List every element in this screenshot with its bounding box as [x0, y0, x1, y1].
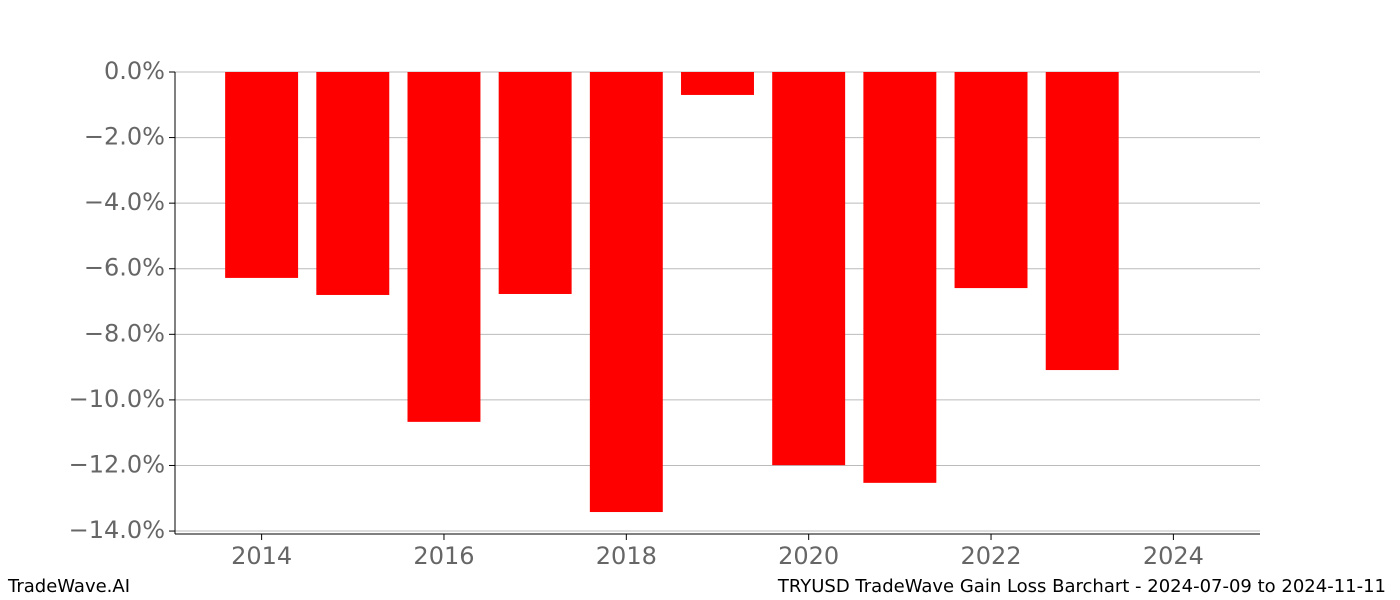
x-tick-label: 2018: [596, 542, 657, 570]
y-tick-label: 0.0%: [104, 57, 165, 85]
x-tick-label: 2014: [231, 542, 292, 570]
bar: [407, 72, 481, 422]
bar: [1045, 72, 1119, 371]
watermark: TradeWave.AI: [7, 576, 130, 597]
bar: [954, 72, 1028, 289]
y-tick-label: −8.0%: [84, 319, 165, 347]
x-tick-label: 2022: [960, 542, 1021, 570]
bar: [863, 72, 937, 483]
caption: TRYUSD TradeWave Gain Loss Barchart - 20…: [777, 576, 1386, 597]
bar: [316, 72, 390, 295]
bar: [498, 72, 572, 294]
y-tick-label: −12.0%: [69, 450, 165, 478]
x-tick-label: 2024: [1143, 542, 1204, 570]
y-tick-label: −6.0%: [84, 254, 165, 282]
y-tick-label: −4.0%: [84, 188, 165, 216]
bar: [589, 72, 663, 513]
x-tick-label: 2016: [413, 542, 474, 570]
bar: [772, 72, 846, 466]
y-tick-label: −10.0%: [69, 385, 165, 413]
bar: [225, 72, 299, 278]
x-tick-label: 2020: [778, 542, 839, 570]
y-tick-label: −14.0%: [69, 516, 165, 544]
y-tick-label: −2.0%: [84, 123, 165, 151]
bar: [681, 72, 754, 95]
